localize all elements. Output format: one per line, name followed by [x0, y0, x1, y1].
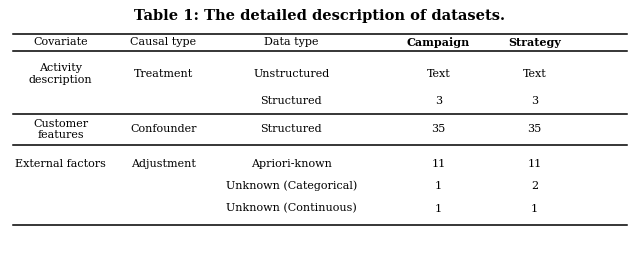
Text: 3: 3	[531, 96, 538, 106]
Text: Campaign: Campaign	[407, 37, 470, 48]
Text: 1: 1	[531, 204, 538, 214]
Text: 35: 35	[527, 124, 541, 134]
Text: Activity
description: Activity description	[29, 63, 93, 85]
Text: External factors: External factors	[15, 159, 106, 169]
Text: Customer
features: Customer features	[33, 119, 88, 140]
Text: Unknown (Categorical): Unknown (Categorical)	[225, 181, 357, 191]
Text: 2: 2	[531, 181, 538, 191]
Text: Adjustment: Adjustment	[131, 159, 196, 169]
Text: Treatment: Treatment	[134, 69, 193, 79]
Text: Structured: Structured	[260, 124, 322, 134]
Text: Text: Text	[426, 69, 451, 79]
Text: Confounder: Confounder	[130, 124, 196, 134]
Text: 11: 11	[431, 159, 445, 169]
Text: Covariate: Covariate	[33, 37, 88, 47]
Text: Causal type: Causal type	[130, 37, 196, 47]
Text: 11: 11	[527, 159, 541, 169]
Text: Apriori-known: Apriori-known	[251, 159, 332, 169]
Text: 1: 1	[435, 204, 442, 214]
Text: Table 1: The detailed description of datasets.: Table 1: The detailed description of dat…	[134, 9, 506, 23]
Text: Unknown (Continuous): Unknown (Continuous)	[226, 203, 356, 214]
Text: Text: Text	[522, 69, 547, 79]
Text: 1: 1	[435, 181, 442, 191]
Text: Unstructured: Unstructured	[253, 69, 330, 79]
Text: 3: 3	[435, 96, 442, 106]
Text: Structured: Structured	[260, 96, 322, 106]
Text: Data type: Data type	[264, 37, 319, 47]
Text: Strategy: Strategy	[508, 37, 561, 48]
Text: 35: 35	[431, 124, 445, 134]
